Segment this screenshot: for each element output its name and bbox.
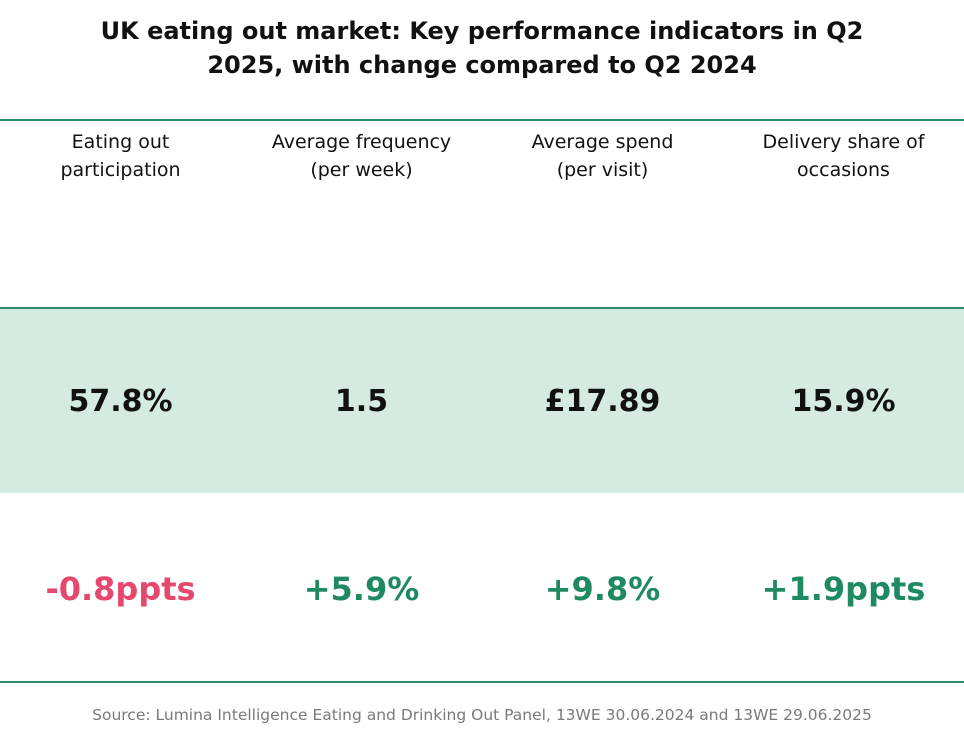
kpi-change: +1.9ppts <box>761 570 926 608</box>
column-header: Eating out participation <box>60 131 181 181</box>
kpi-change: -0.8ppts <box>45 570 196 608</box>
kpi-value: 15.9% <box>791 384 896 419</box>
kpi-value: £17.89 <box>544 384 661 419</box>
kpi-value: 57.8% <box>68 384 173 419</box>
column-header: Average frequency (per week) <box>271 131 452 181</box>
column-header: Delivery share of occasions <box>762 131 925 181</box>
bottom-rule <box>0 681 964 683</box>
kpi-change: +9.8% <box>544 570 661 608</box>
column-header: Average spend (per visit) <box>531 131 674 181</box>
value-band <box>0 307 964 493</box>
top-rule <box>0 119 964 121</box>
source: Source: Lumina Intelligence Eating and D… <box>92 706 872 724</box>
title: UK eating out market: Key performance in… <box>100 17 864 79</box>
kpi-value: 1.5 <box>334 384 389 419</box>
kpi-change: +5.9% <box>303 570 420 608</box>
